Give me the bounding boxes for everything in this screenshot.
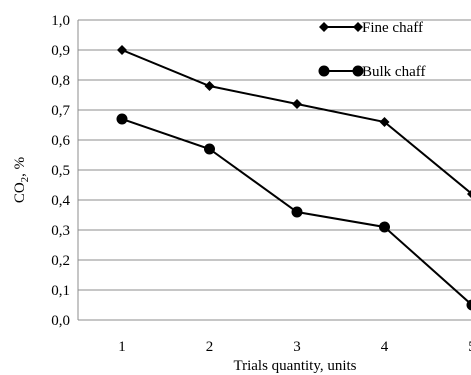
y-tick-label: 0,7 xyxy=(51,103,70,119)
y-tick-label: 0,6 xyxy=(51,133,70,149)
legend-marker xyxy=(319,22,329,32)
y-tick-label: 0,4 xyxy=(51,193,70,209)
y-tick-label: 0,5 xyxy=(51,163,70,179)
y-tick-label: 0,1 xyxy=(51,283,70,299)
y-tick-label: 0,3 xyxy=(51,223,70,239)
gridlines xyxy=(78,19,471,321)
data-point xyxy=(379,117,390,127)
x-axis-title: Trials quantity, units xyxy=(233,358,356,374)
legend-marker xyxy=(318,65,330,77)
y-tick-label: 0,0 xyxy=(51,313,70,329)
x-tick-labels: 1 2 3 4 5 xyxy=(118,339,471,355)
legend-entry: Fine chaff xyxy=(319,20,423,36)
y-axis-title-suffix: , % xyxy=(12,157,28,177)
series-bulk-chaff xyxy=(116,113,471,311)
legend-label: Fine chaff xyxy=(362,20,423,36)
y-tick-label: 0,2 xyxy=(51,253,70,269)
y-axis-title-subscript: 2 xyxy=(19,177,31,183)
x-tick-label: 5 xyxy=(468,339,471,355)
legend-entry: Bulk chaff xyxy=(318,64,425,80)
series-group xyxy=(116,45,471,311)
data-point xyxy=(291,206,303,218)
legend-label: Bulk chaff xyxy=(362,64,425,80)
x-tick-label: 4 xyxy=(381,339,389,355)
y-tick-labels: 0,0 0,1 0,2 0,3 0,4 0,5 0,6 0,7 0,8 0,9 1,0 xyxy=(51,13,70,329)
y-tick-label: 0,9 xyxy=(51,43,70,59)
y-axis-title: CO2, % xyxy=(12,157,31,203)
x-tick-label: 1 xyxy=(118,339,126,355)
data-point xyxy=(379,221,390,233)
data-point xyxy=(467,190,471,198)
data-point xyxy=(466,299,471,311)
y-axis-title-main: CO xyxy=(12,182,28,203)
legend-marker xyxy=(352,65,364,77)
y-tick-label: 1,0 xyxy=(51,13,70,29)
data-point xyxy=(117,45,127,55)
data-point xyxy=(116,113,128,125)
x-tick-label: 2 xyxy=(206,339,214,355)
legend-marker xyxy=(353,22,363,32)
legend: Fine chaff Bulk chaff xyxy=(318,20,425,80)
y-tick-label: 0,8 xyxy=(51,73,70,89)
series-fine-chaff xyxy=(117,45,471,198)
data-point xyxy=(204,143,215,155)
x-tick-label: 3 xyxy=(293,339,301,355)
data-point xyxy=(292,99,302,109)
data-point xyxy=(204,81,215,91)
